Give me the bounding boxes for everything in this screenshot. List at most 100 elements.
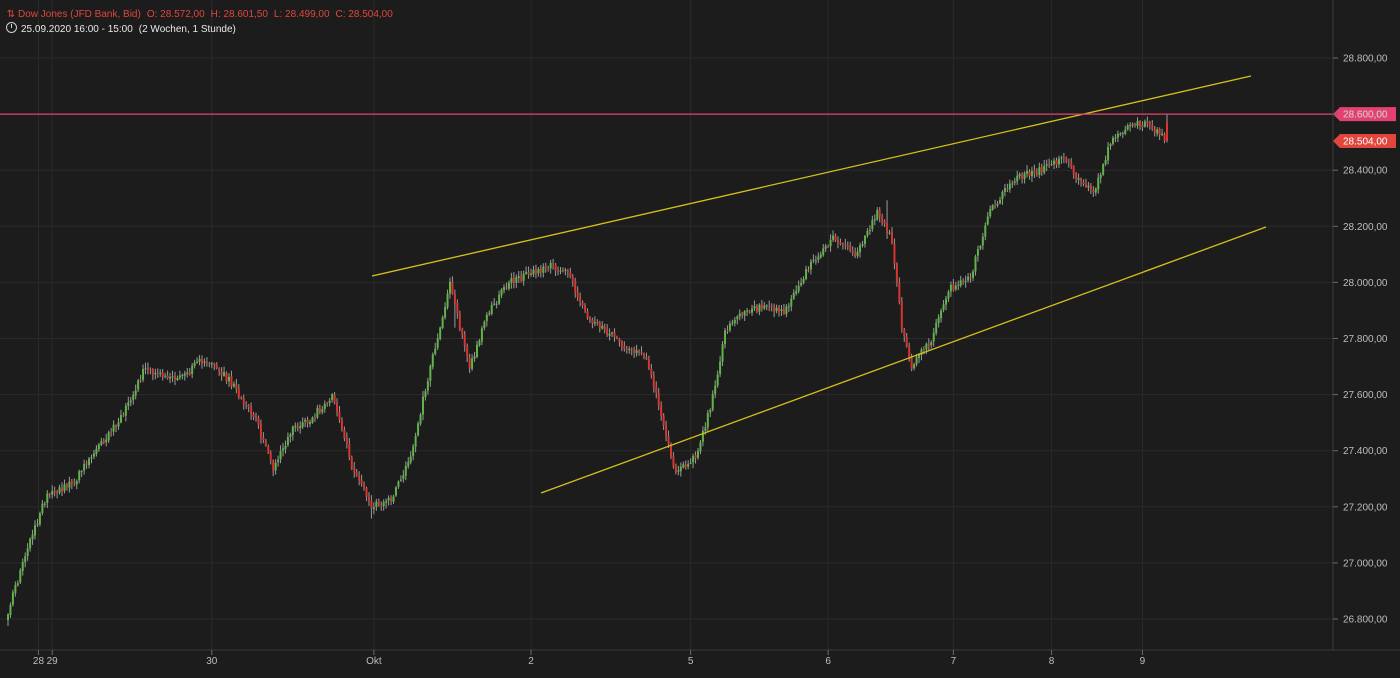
candle-up [817, 256, 820, 260]
candle-down [552, 263, 555, 265]
candle-up [409, 456, 412, 463]
candle-up [942, 304, 945, 310]
candle-down [252, 413, 255, 418]
candle-up [78, 470, 81, 481]
time-axis[interactable]: 28 29 30 Okt 2 5 6 7 8 9 [33, 650, 1146, 667]
candle-up [227, 376, 230, 382]
candle-up [414, 435, 417, 447]
candle-down [1080, 178, 1083, 181]
y-tick-label: 28.600,00 [1343, 110, 1388, 121]
candle-down [1153, 129, 1156, 133]
candle-up [721, 344, 724, 362]
candle-up [439, 327, 442, 339]
candle-down [1151, 125, 1154, 130]
candle-down [895, 263, 898, 283]
candle-up [1050, 164, 1053, 166]
candle-down [456, 303, 459, 314]
candle-up [476, 344, 479, 357]
candle-up [119, 415, 122, 423]
candle-up [58, 487, 61, 493]
period-row: 25.09.2020 16:00 - 15:00 (2 Wochen, 1 Stu… [6, 22, 393, 37]
candle-up [385, 501, 388, 503]
candle-down [615, 337, 618, 339]
candle-up [689, 463, 692, 465]
candle-down [1075, 173, 1078, 180]
candle-down [242, 397, 245, 405]
candle-up [198, 358, 201, 362]
candle-down [259, 424, 262, 438]
candle-down [620, 341, 623, 348]
candle-up [473, 356, 476, 359]
candle-up [316, 407, 319, 418]
candle-up [178, 375, 181, 378]
candle-up [299, 426, 302, 429]
candle-down [576, 291, 579, 298]
candle-up [51, 490, 54, 495]
candle-up [169, 376, 172, 379]
candle-up [809, 261, 812, 270]
candle-down [240, 397, 243, 399]
candle-up [490, 304, 493, 314]
candle-up [107, 432, 110, 441]
candle-up [608, 333, 611, 336]
candle-down [584, 305, 587, 311]
candle-up [137, 380, 140, 390]
candle-up [795, 291, 798, 294]
candle-down [115, 425, 118, 428]
candle-down [886, 222, 889, 234]
candle-down [630, 348, 633, 350]
candle-up [431, 354, 434, 367]
candle-down [851, 250, 854, 253]
candle-down [336, 402, 339, 412]
candle-down [205, 362, 208, 364]
candle-up [279, 451, 282, 460]
candle-up [24, 556, 27, 563]
candle-up [736, 316, 739, 320]
candle-down [1028, 171, 1031, 176]
candle-down [230, 376, 233, 387]
price-axis[interactable]: 26.800,00 27.000,00 27.200,00 27.400,00 27.6… [1333, 54, 1388, 626]
candle-up [1018, 174, 1021, 177]
candle-up [559, 270, 562, 272]
candle-down [269, 452, 272, 461]
candle-up [105, 439, 108, 443]
candle-down [326, 403, 329, 405]
candle-down [893, 243, 896, 264]
candle-up [814, 260, 817, 262]
candle-up [1038, 167, 1041, 176]
candle-down [350, 457, 353, 469]
candle-down [363, 484, 366, 488]
candle-down [139, 379, 142, 381]
candle-up [635, 350, 638, 354]
candle-up [517, 276, 520, 279]
candle-up [11, 592, 14, 605]
candle-up [75, 480, 78, 485]
candle-down [674, 466, 677, 473]
candle-down [1084, 184, 1087, 188]
candle-up [80, 471, 83, 473]
candle-up [981, 236, 984, 246]
candle-down [468, 357, 471, 369]
candle-up [522, 273, 525, 281]
candle-up [812, 259, 815, 261]
candle-up [407, 461, 410, 467]
low-value: L: 28.499,00 [273, 9, 330, 20]
candle-down [73, 483, 76, 485]
candle-up [171, 376, 174, 378]
candle-up [404, 465, 407, 476]
candle-up [1057, 158, 1060, 165]
candle-up [485, 314, 488, 322]
candle-up [967, 276, 970, 281]
candle-down [146, 367, 149, 370]
candle-up [294, 425, 297, 428]
candle-down [1163, 134, 1166, 141]
candle-up [19, 570, 22, 583]
candle-up [687, 463, 690, 467]
candle-up [129, 400, 132, 403]
candle-up [991, 205, 994, 210]
candle-up [1119, 133, 1122, 135]
candle-down [836, 239, 839, 243]
candle-down [883, 221, 886, 224]
